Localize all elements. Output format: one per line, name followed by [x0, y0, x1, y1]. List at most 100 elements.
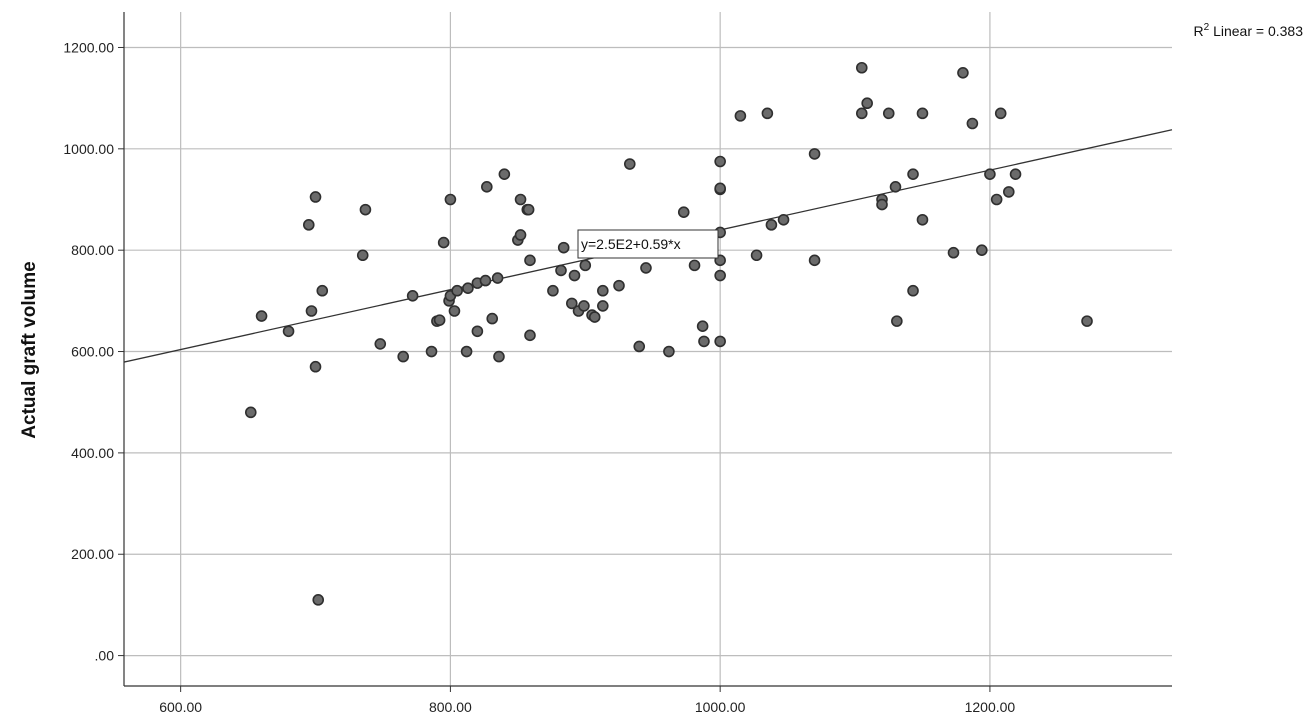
y-tick-label: 400.00 — [71, 445, 114, 461]
data-point — [808, 254, 821, 267]
data-point — [568, 269, 581, 282]
data-point — [244, 406, 257, 419]
data-point — [522, 203, 535, 216]
data-point — [255, 310, 268, 322]
data-point — [597, 300, 609, 312]
data-point — [947, 246, 960, 259]
y-tick-label: .00 — [95, 648, 115, 664]
data-point — [984, 168, 996, 180]
data-point — [613, 279, 625, 292]
r2-text: Linear = 0.383 — [1209, 23, 1303, 39]
x-tick-labels: 600.00 800.00 1000.00 1200.00 — [159, 699, 1015, 715]
data-point — [714, 269, 726, 282]
r2-prefix: R — [1194, 23, 1204, 39]
data-point — [309, 191, 322, 203]
data-point — [444, 193, 457, 206]
data-point — [309, 360, 322, 373]
data-point — [374, 338, 387, 350]
data-point — [966, 117, 979, 130]
y-tick-label: 200.00 — [71, 546, 114, 562]
data-point — [514, 229, 527, 241]
data-point — [976, 244, 988, 256]
data-point — [907, 168, 919, 180]
data-point — [406, 289, 419, 302]
axes — [118, 12, 1172, 692]
data-point — [565, 297, 578, 310]
data-point — [578, 300, 590, 312]
data-point — [761, 107, 774, 120]
data-point — [765, 219, 778, 231]
data-point — [312, 594, 325, 606]
data-point — [777, 213, 790, 226]
data-point — [437, 236, 450, 249]
data-point — [734, 110, 747, 122]
data-point — [498, 168, 511, 180]
data-point — [891, 315, 903, 327]
r2-superscript: 2 — [1204, 22, 1210, 33]
data-point — [597, 284, 609, 297]
data-point — [855, 107, 868, 120]
data-point — [305, 305, 318, 317]
data-point — [957, 67, 969, 79]
data-point — [916, 107, 929, 120]
data-point — [451, 284, 463, 297]
data-point — [316, 284, 329, 297]
grid-lines — [124, 12, 1172, 686]
x-tick-label: 600.00 — [159, 699, 202, 715]
data-point — [547, 284, 559, 297]
data-point — [356, 249, 369, 262]
data-point — [714, 155, 726, 168]
data-point — [588, 311, 601, 323]
x-tick-label: 1200.00 — [965, 699, 1016, 715]
data-point — [514, 193, 527, 206]
data-point — [907, 284, 919, 297]
data-point — [282, 325, 295, 338]
data-point — [623, 158, 636, 170]
data-point — [882, 107, 895, 120]
data-point — [990, 193, 1003, 206]
data-point — [663, 345, 675, 358]
equation-text: y=2.5E2+0.59*x — [581, 236, 681, 252]
data-point — [425, 345, 438, 358]
data-point — [493, 350, 505, 363]
data-point — [808, 148, 821, 160]
data-point — [994, 107, 1007, 120]
data-point — [471, 325, 484, 338]
data-point — [359, 203, 372, 216]
data-point — [677, 206, 690, 218]
y-tick-labels: .00 200.00 400.00 600.00 800.00 1000.00 1200.0… — [63, 39, 114, 663]
y-tick-label: 1200.00 — [63, 39, 114, 55]
data-point — [696, 320, 709, 332]
data-point — [698, 335, 710, 348]
equation-box — [577, 229, 719, 259]
data-point — [855, 61, 868, 74]
x-tick-label: 800.00 — [429, 699, 472, 715]
data-point — [1081, 315, 1093, 327]
equation-label: y=2.5E2+0.59*x — [577, 229, 719, 259]
data-point — [714, 182, 726, 195]
data-point — [486, 312, 499, 325]
data-point — [557, 241, 570, 254]
y-axis-label: Actual graft volume — [19, 261, 40, 438]
data-point — [302, 219, 315, 231]
data-point — [889, 181, 902, 193]
data-point — [640, 262, 652, 274]
y-tick-label: 800.00 — [71, 242, 114, 258]
data-point — [448, 305, 461, 317]
data-point — [1002, 186, 1015, 198]
data-point — [479, 274, 492, 287]
data-point — [460, 345, 473, 358]
data-point — [491, 272, 504, 284]
data-point — [876, 198, 888, 211]
r2-annotation: R2 Linear = 0.383 — [1194, 22, 1304, 39]
x-tick-label: 1000.00 — [695, 699, 746, 715]
data-point — [714, 335, 726, 348]
data-point — [481, 181, 493, 193]
data-point — [524, 254, 536, 267]
data-point — [916, 213, 929, 226]
data-point — [555, 264, 567, 277]
data-points — [244, 61, 1093, 606]
y-tick-label: 600.00 — [71, 344, 114, 360]
data-point — [462, 282, 474, 294]
